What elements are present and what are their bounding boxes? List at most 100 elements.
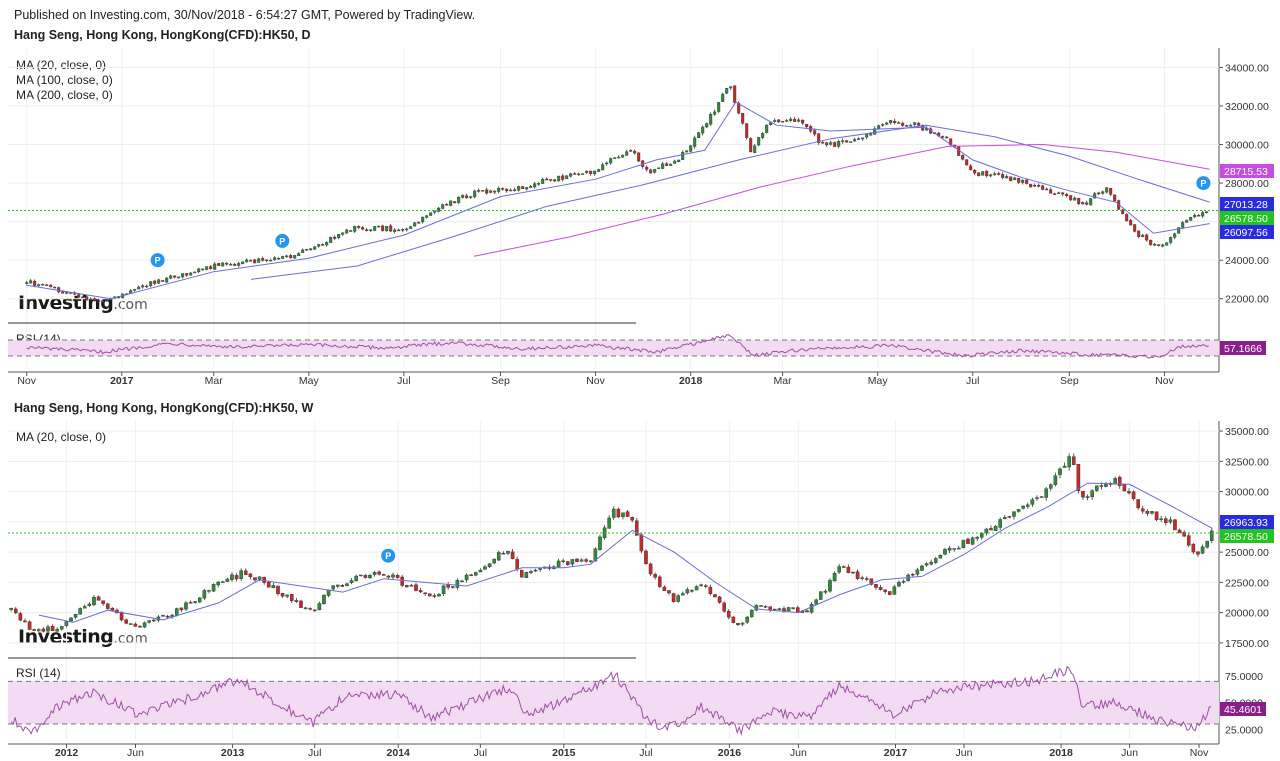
candle-body	[137, 286, 141, 290]
published-line: Published on Investing.com, 30/Nov/2018 …	[14, 8, 476, 22]
candle-body	[565, 561, 570, 566]
candle-body	[142, 622, 147, 628]
candle-body	[537, 183, 541, 185]
rsi-label-weekly[interactable]: RSI (14)	[16, 666, 61, 680]
candle-body	[455, 580, 460, 588]
candle-body	[119, 611, 124, 621]
candle-body	[405, 228, 409, 231]
candle-body	[1094, 485, 1099, 491]
candle-body	[938, 555, 943, 559]
candle-body	[887, 591, 892, 595]
candle-body	[897, 581, 901, 587]
candles-daily	[25, 85, 1209, 304]
candle-body	[243, 570, 248, 575]
candle-body	[947, 547, 952, 551]
candle-body	[667, 590, 671, 594]
candle-body	[501, 188, 505, 190]
candle-body	[37, 284, 41, 286]
candle-body	[49, 284, 53, 288]
candle-body	[846, 566, 851, 573]
candle-body	[849, 141, 853, 143]
candle-body	[853, 139, 857, 142]
candle-body	[441, 585, 446, 594]
candle-body	[1048, 484, 1053, 489]
chart-panel-weekly: 17500.0020000.0022500.0025000.0027500.00…	[8, 421, 1274, 759]
x-tick-label: 2014	[387, 747, 411, 759]
candle-body	[409, 226, 413, 229]
candle-body	[496, 552, 501, 561]
candle-body	[782, 608, 786, 612]
candle-body	[881, 124, 885, 126]
indicator-label-ma100-daily[interactable]: MA (100, close, 0)	[16, 73, 113, 87]
candle-body	[92, 597, 96, 606]
candle-body	[865, 134, 869, 138]
candle-body	[749, 138, 753, 153]
candle-body	[469, 574, 473, 576]
candle-body	[1159, 518, 1163, 520]
candle-body	[505, 188, 509, 192]
candle-body	[877, 125, 881, 130]
x-tick-label: Jun	[956, 747, 973, 759]
candle-body	[391, 574, 395, 578]
candle-body	[446, 584, 450, 588]
x-tick-label: Mar	[205, 375, 224, 387]
candle-body	[685, 150, 689, 153]
candle-body	[1205, 540, 1209, 548]
x-tick-label: Nov	[1190, 747, 1209, 759]
candle-body	[917, 122, 921, 126]
candle-body	[1099, 485, 1104, 487]
candle-body	[519, 569, 524, 578]
x-tick-label: 2012	[55, 747, 79, 759]
candle-body	[634, 520, 639, 536]
candle-body	[1154, 511, 1159, 520]
candle-body	[297, 253, 301, 256]
candle-body	[93, 298, 97, 301]
y-tick-label: 30000.00	[1225, 487, 1269, 499]
candle-body	[53, 286, 57, 289]
candle-body	[989, 174, 993, 177]
candle-body	[689, 145, 693, 152]
y-tick-label: 20000.00	[1225, 608, 1269, 620]
indicator-label-ma200-daily[interactable]: MA (200, close, 0)	[16, 88, 113, 102]
candle-body	[1168, 519, 1173, 523]
candle-body	[433, 210, 437, 213]
candle-body	[36, 629, 41, 632]
ma-line-0	[26, 101, 1210, 300]
candle-body	[1145, 234, 1149, 241]
candle-body	[73, 614, 78, 618]
candle-body	[81, 296, 85, 299]
candle-body	[1085, 496, 1090, 498]
candle-body	[409, 584, 414, 587]
candle-body	[33, 280, 37, 286]
candle-body	[1049, 189, 1053, 194]
indicator-label-ma20-weekly[interactable]: MA (20, close, 0)	[16, 430, 107, 444]
candle-body	[975, 537, 979, 539]
candle-body	[745, 616, 749, 623]
candle-body	[753, 145, 757, 153]
candle-body	[1196, 551, 1200, 555]
candle-body	[1105, 187, 1109, 193]
candle-body	[69, 617, 73, 622]
candle-body	[257, 258, 261, 263]
candle-body	[825, 142, 829, 146]
candle-body	[241, 261, 245, 265]
candle-body	[557, 175, 561, 182]
candle-body	[340, 584, 345, 587]
candle-body	[561, 175, 565, 180]
candle-body	[1013, 177, 1017, 181]
candle-body	[174, 608, 179, 616]
candle-body	[785, 120, 789, 122]
candle-body	[570, 559, 575, 565]
candle-body	[1201, 212, 1205, 217]
indicator-label-ma20-daily[interactable]: MA (20, close, 0)	[16, 58, 107, 72]
candle-body	[393, 229, 397, 232]
candle-body	[665, 163, 669, 166]
candle-body	[377, 571, 381, 575]
chart-panel-daily: 22000.0024000.0026000.0028000.0030000.00…	[8, 48, 1274, 387]
candle-body	[201, 268, 205, 271]
candle-body	[1205, 211, 1209, 214]
candle-body	[677, 159, 681, 163]
candle-body	[1181, 222, 1185, 228]
candle-body	[427, 593, 432, 597]
